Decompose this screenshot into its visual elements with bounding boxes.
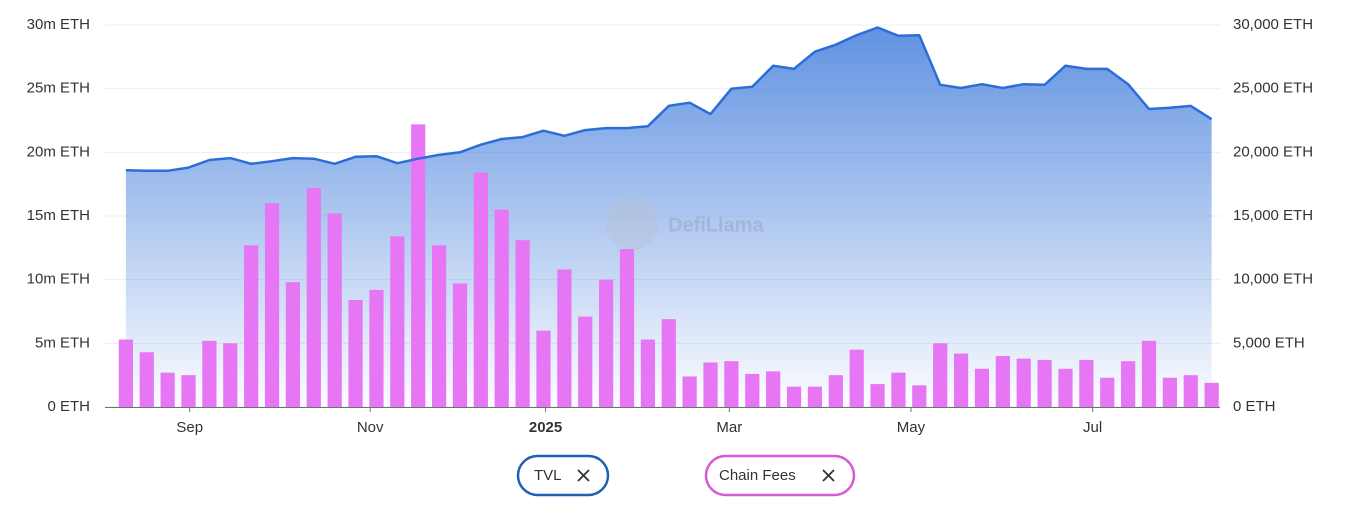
- y-tick-label: 5m ETH: [35, 334, 90, 351]
- fee-bar: [431, 245, 447, 407]
- fee-bar: [1037, 359, 1052, 407]
- fee-bar: [139, 352, 154, 407]
- fee-bar: [1016, 358, 1031, 407]
- fee-bar: [515, 240, 530, 407]
- fee-bar: [912, 385, 927, 407]
- fee-bar: [703, 362, 718, 407]
- x-tick-label: Sep: [176, 419, 203, 436]
- tvl-line: [125, 26, 1213, 173]
- fee-bar: [828, 375, 843, 407]
- fee-bar: [1204, 382, 1219, 407]
- fee-bar: [494, 209, 509, 407]
- fee-bar: [473, 172, 488, 407]
- watermark-text: DefiLlama: [668, 214, 764, 236]
- fee-bar: [786, 386, 802, 407]
- fee-bar: [933, 343, 948, 407]
- fee-bar: [411, 124, 426, 407]
- legend-label: TVL: [534, 467, 562, 484]
- fee-bar: [724, 361, 739, 407]
- y-tick-label: 15m ETH: [27, 207, 90, 224]
- y2-tick-label: 30,000 ETH: [1233, 16, 1313, 33]
- line-layer: [125, 26, 1213, 173]
- fee-bar: [244, 245, 259, 407]
- watermark: DefiLlama: [606, 198, 764, 250]
- y-tick-label: 0 ETH: [47, 398, 90, 415]
- fee-bar: [536, 330, 551, 407]
- y2-tick-label: 10,000 ETH: [1233, 271, 1313, 288]
- fee-bar: [1141, 340, 1157, 407]
- fee-bar: [160, 372, 175, 407]
- fee-bar: [599, 279, 614, 407]
- fee-bar: [1121, 361, 1136, 407]
- bar-layer: [118, 124, 1219, 407]
- fee-bar: [953, 353, 969, 407]
- watermark-logo: [606, 198, 658, 250]
- y2-tick-label: 20,000 ETH: [1233, 143, 1313, 160]
- y-tick-label: 20m ETH: [27, 143, 90, 160]
- fee-bar: [640, 339, 655, 407]
- fee-bar: [557, 269, 572, 407]
- legend-label: Chain Fees: [719, 467, 796, 484]
- fee-bar: [181, 375, 196, 407]
- fee-bar: [223, 343, 238, 407]
- fee-bar: [369, 289, 384, 407]
- x-tick-label: Nov: [357, 419, 384, 436]
- y2-tick-label: 5,000 ETH: [1233, 334, 1305, 351]
- y2-tick-label: 15,000 ETH: [1233, 207, 1313, 224]
- fee-bar: [682, 376, 697, 407]
- x-tick-label: Jul: [1083, 419, 1102, 436]
- fee-bar: [1183, 375, 1198, 407]
- fee-bar: [766, 371, 781, 407]
- fee-bar: [264, 203, 280, 407]
- fee-bar: [327, 213, 342, 407]
- legend-tvl[interactable]: TVL: [516, 454, 610, 497]
- fee-bar: [849, 349, 864, 407]
- fee-bar: [1058, 368, 1073, 407]
- y2-tick-label: 25,000 ETH: [1233, 80, 1313, 97]
- y2-tick-label: 0 ETH: [1233, 398, 1276, 415]
- fee-bar: [891, 372, 906, 407]
- fee-bar: [661, 319, 676, 407]
- fee-bar: [390, 236, 405, 407]
- fee-bar: [745, 373, 760, 407]
- fee-bar: [306, 187, 321, 407]
- y-tick-label: 25m ETH: [27, 80, 90, 97]
- fee-bar: [807, 386, 823, 407]
- x-tick-label: 2025: [529, 419, 562, 436]
- y-tick-label: 30m ETH: [27, 16, 90, 33]
- fee-bar: [1100, 377, 1115, 407]
- legend-close: [577, 469, 590, 482]
- legend-fees[interactable]: Chain Fees: [704, 454, 856, 497]
- x-tick-label: Mar: [716, 419, 742, 436]
- x-tick-label: May: [897, 419, 926, 436]
- fee-bar: [348, 300, 363, 407]
- fee-bar: [974, 368, 990, 407]
- fee-bar: [202, 340, 217, 407]
- fee-bar: [452, 283, 468, 407]
- fee-bar: [619, 249, 635, 407]
- legend-close: [822, 469, 835, 482]
- fee-bar: [1162, 377, 1177, 407]
- y-tick-label: 10m ETH: [27, 271, 90, 288]
- legend-border: [516, 454, 610, 497]
- fee-bar: [285, 282, 301, 407]
- fee-bar: [995, 356, 1010, 407]
- fee-bar: [870, 384, 885, 407]
- fee-bar: [1079, 359, 1094, 407]
- legend-border: [704, 454, 856, 497]
- axes: 0 ETH 5m ETH 10m ETH 15m ETH 20m ETH 25m ETH 3…: [27, 16, 1313, 436]
- fee-bar: [118, 339, 133, 407]
- fee-bar: [578, 316, 593, 407]
